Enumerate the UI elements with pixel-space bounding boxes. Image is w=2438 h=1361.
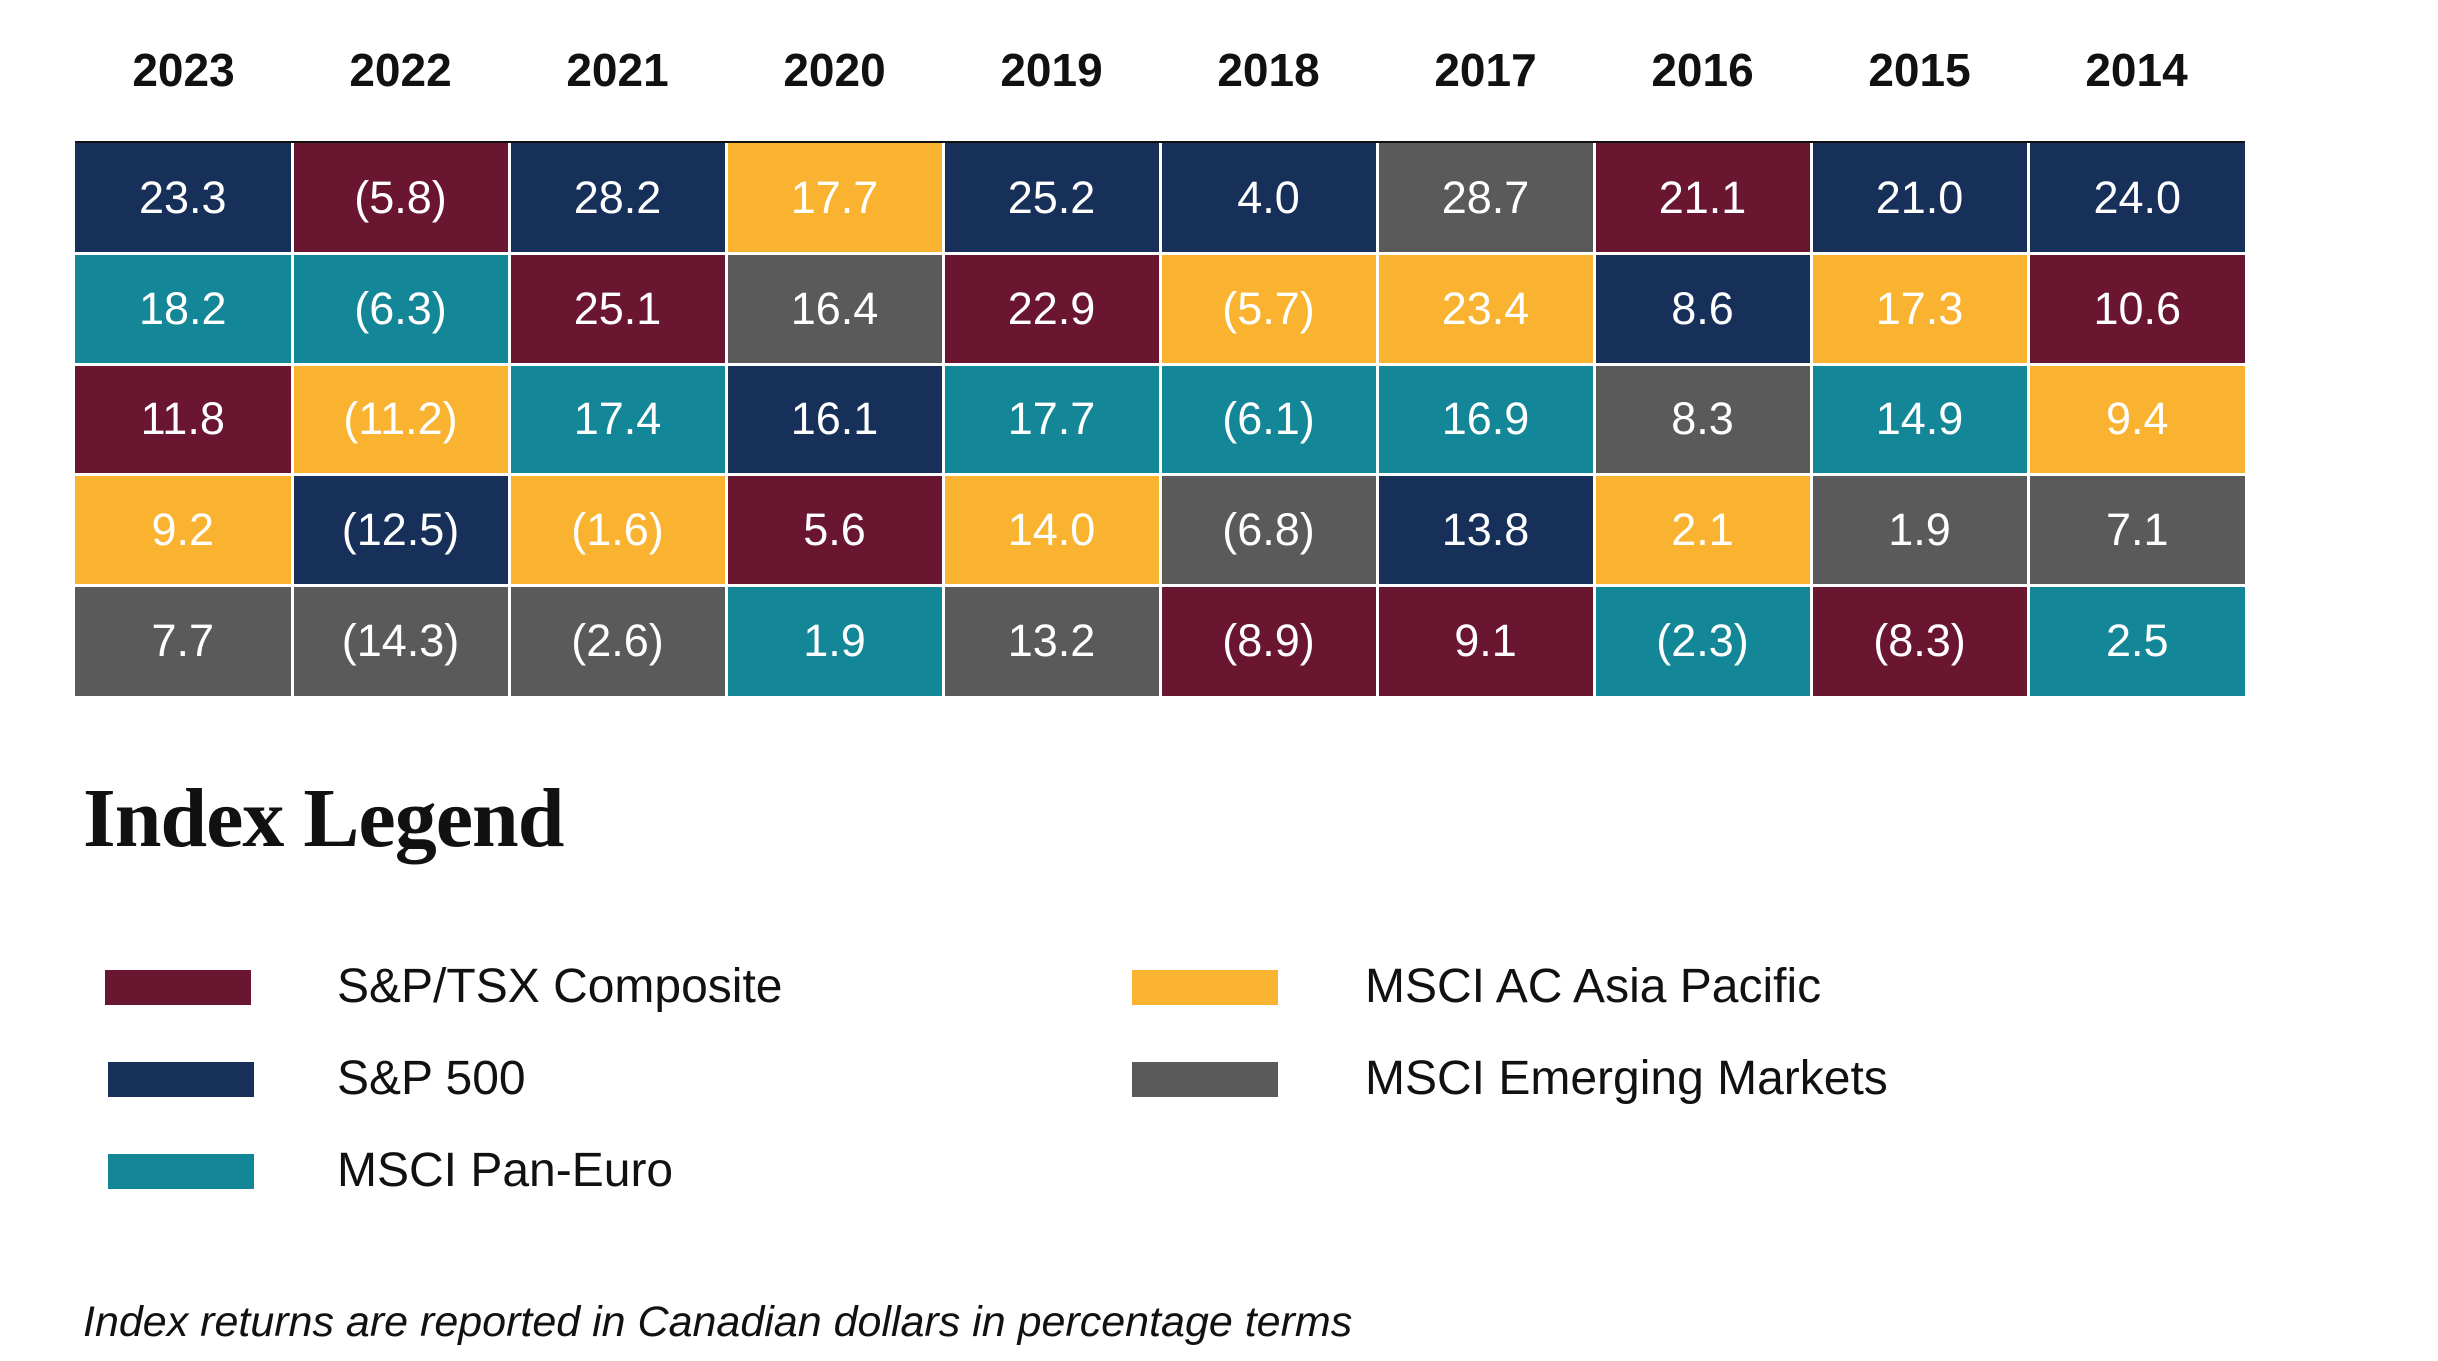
legend-swatch-pan-euro bbox=[108, 1154, 254, 1189]
return-cell-2017-rank-3: 16.9 bbox=[1378, 365, 1593, 474]
return-cell-2016-rank-3: 8.3 bbox=[1595, 365, 1810, 474]
year-header-2021: 2021 bbox=[566, 44, 669, 96]
legend-swatch-asia-pacific bbox=[1132, 970, 1278, 1005]
return-cell-2014-rank-3: 9.4 bbox=[2029, 365, 2245, 474]
return-cell-2016-rank-4: 2.1 bbox=[1595, 476, 1810, 584]
returns-table: 23.3 (5.8) 28.2 17.7 25.2 4.0 28.7 21.1 21.0 24.0… bbox=[75, 143, 2245, 696]
return-cell-2014-rank-5: 2.5 bbox=[2029, 586, 2245, 696]
legend-swatch-emerging bbox=[1132, 1062, 1278, 1097]
return-cell-2023-rank-3: 11.8 bbox=[75, 365, 291, 474]
return-cell-2021-rank-1: 28.2 bbox=[510, 143, 725, 253]
legend-swatch-sp-tsx bbox=[105, 970, 251, 1005]
return-cell-2016-rank-1: 21.1 bbox=[1595, 143, 1810, 253]
legend-label-sp500: S&P 500 bbox=[337, 1052, 526, 1105]
return-cell-2023-rank-1: 23.3 bbox=[75, 143, 291, 253]
return-cell-2020-rank-4: 5.6 bbox=[727, 476, 942, 584]
return-cell-2022-rank-2: (6.3) bbox=[293, 255, 508, 363]
year-header-2023: 2023 bbox=[132, 44, 235, 96]
year-header-2014: 2014 bbox=[2085, 44, 2188, 96]
return-cell-2021-rank-3: 17.4 bbox=[510, 365, 725, 474]
return-cell-2022-rank-3: (11.2) bbox=[293, 365, 508, 474]
return-cell-2021-rank-5: (2.6) bbox=[510, 586, 725, 696]
return-cell-2018-rank-2: (5.7) bbox=[1161, 255, 1376, 363]
year-header-2020: 2020 bbox=[783, 44, 886, 96]
return-cell-2022-rank-4: (12.5) bbox=[293, 476, 508, 584]
return-cell-2015-rank-4: 1.9 bbox=[1812, 476, 2027, 584]
year-header-2022: 2022 bbox=[349, 44, 452, 96]
return-cell-2022-rank-5: (14.3) bbox=[293, 586, 508, 696]
return-cell-2015-rank-2: 17.3 bbox=[1812, 255, 2027, 363]
return-cell-2023-rank-5: 7.7 bbox=[75, 586, 291, 696]
legend-label-asia-pacific: MSCI AC Asia Pacific bbox=[1365, 960, 1822, 1013]
return-cell-2014-rank-2: 10.6 bbox=[2029, 255, 2245, 363]
return-cell-2023-rank-4: 9.2 bbox=[75, 476, 291, 584]
return-cell-2017-rank-1: 28.7 bbox=[1378, 143, 1593, 253]
return-cell-2019-rank-5: 13.2 bbox=[944, 586, 1159, 696]
return-cell-2021-rank-4: (1.6) bbox=[510, 476, 725, 584]
return-cell-2015-rank-1: 21.0 bbox=[1812, 143, 2027, 253]
legend-label-sp-tsx: S&P/TSX Composite bbox=[337, 960, 783, 1013]
year-header-2015: 2015 bbox=[1868, 44, 1971, 96]
return-cell-2018-rank-5: (8.9) bbox=[1161, 586, 1376, 696]
return-cell-2019-rank-3: 17.7 bbox=[944, 365, 1159, 474]
return-cell-2018-rank-1: 4.0 bbox=[1161, 143, 1376, 253]
return-cell-2018-rank-4: (6.8) bbox=[1161, 476, 1376, 584]
legend-swatch-sp500 bbox=[108, 1062, 254, 1097]
return-cell-2020-rank-5: 1.9 bbox=[727, 586, 942, 696]
return-cell-2019-rank-1: 25.2 bbox=[944, 143, 1159, 253]
return-cell-2020-rank-3: 16.1 bbox=[727, 365, 942, 474]
year-header-2019: 2019 bbox=[1000, 44, 1103, 96]
return-cell-2019-rank-2: 22.9 bbox=[944, 255, 1159, 363]
return-cell-2016-rank-5: (2.3) bbox=[1595, 586, 1810, 696]
return-cell-2023-rank-2: 18.2 bbox=[75, 255, 291, 363]
return-cell-2015-rank-3: 14.9 bbox=[1812, 365, 2027, 474]
return-cell-2015-rank-5: (8.3) bbox=[1812, 586, 2027, 696]
return-cell-2014-rank-4: 7.1 bbox=[2029, 476, 2245, 584]
year-header-2017: 2017 bbox=[1434, 44, 1537, 96]
return-cell-2016-rank-2: 8.6 bbox=[1595, 255, 1810, 363]
return-cell-2020-rank-1: 17.7 bbox=[727, 143, 942, 253]
legend-label-emerging: MSCI Emerging Markets bbox=[1365, 1052, 1888, 1105]
footnote: Index returns are reported in Canadian d… bbox=[83, 1298, 1353, 1346]
return-cell-2014-rank-1: 24.0 bbox=[2029, 143, 2245, 253]
return-cell-2017-rank-2: 23.4 bbox=[1378, 255, 1593, 363]
legend-title: Index Legend bbox=[83, 772, 564, 865]
return-cell-2018-rank-3: (6.1) bbox=[1161, 365, 1376, 474]
return-cell-2017-rank-5: 9.1 bbox=[1378, 586, 1593, 696]
return-cell-2019-rank-4: 14.0 bbox=[944, 476, 1159, 584]
return-cell-2021-rank-2: 25.1 bbox=[510, 255, 725, 363]
year-header-2016: 2016 bbox=[1651, 44, 1754, 96]
legend-label-pan-euro: MSCI Pan-Euro bbox=[337, 1144, 674, 1197]
year-header-row: 2023 2022 2021 2020 2019 2018 2017 2016 2015 2014 bbox=[75, 30, 2245, 110]
return-cell-2017-rank-4: 13.8 bbox=[1378, 476, 1593, 584]
return-cell-2022-rank-1: (5.8) bbox=[293, 143, 508, 253]
return-cell-2020-rank-2: 16.4 bbox=[727, 255, 942, 363]
year-header-2018: 2018 bbox=[1217, 44, 1320, 96]
